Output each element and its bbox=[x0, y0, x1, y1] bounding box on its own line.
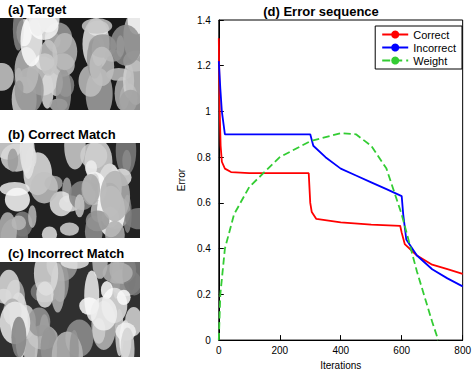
svg-text:0.2: 0.2 bbox=[197, 289, 211, 300]
svg-text:1.4: 1.4 bbox=[197, 15, 211, 26]
svg-text:400: 400 bbox=[332, 345, 349, 356]
svg-text:(a) Target: (a) Target bbox=[8, 2, 67, 17]
svg-text:(c) Incorrect Match: (c) Incorrect Match bbox=[8, 246, 124, 261]
svg-text:1.2: 1.2 bbox=[197, 60, 211, 71]
svg-text:0: 0 bbox=[205, 335, 211, 346]
svg-text:(b) Correct Match: (b) Correct Match bbox=[8, 127, 116, 142]
svg-text:Weight: Weight bbox=[413, 55, 447, 67]
svg-text:0: 0 bbox=[216, 345, 222, 356]
svg-text:Iterations: Iterations bbox=[320, 360, 361, 371]
svg-text:1: 1 bbox=[205, 106, 211, 117]
svg-text:Correct: Correct bbox=[413, 29, 449, 41]
svg-text:600: 600 bbox=[393, 345, 410, 356]
svg-text:200: 200 bbox=[271, 345, 288, 356]
svg-text:0.4: 0.4 bbox=[197, 243, 211, 254]
svg-text:(d) Error sequence: (d) Error sequence bbox=[263, 4, 379, 19]
svg-text:Error: Error bbox=[176, 168, 187, 191]
svg-text:0.6: 0.6 bbox=[197, 197, 211, 208]
svg-text:0.8: 0.8 bbox=[197, 152, 211, 163]
svg-text:Incorrect: Incorrect bbox=[413, 42, 456, 54]
svg-text:800: 800 bbox=[454, 345, 471, 356]
